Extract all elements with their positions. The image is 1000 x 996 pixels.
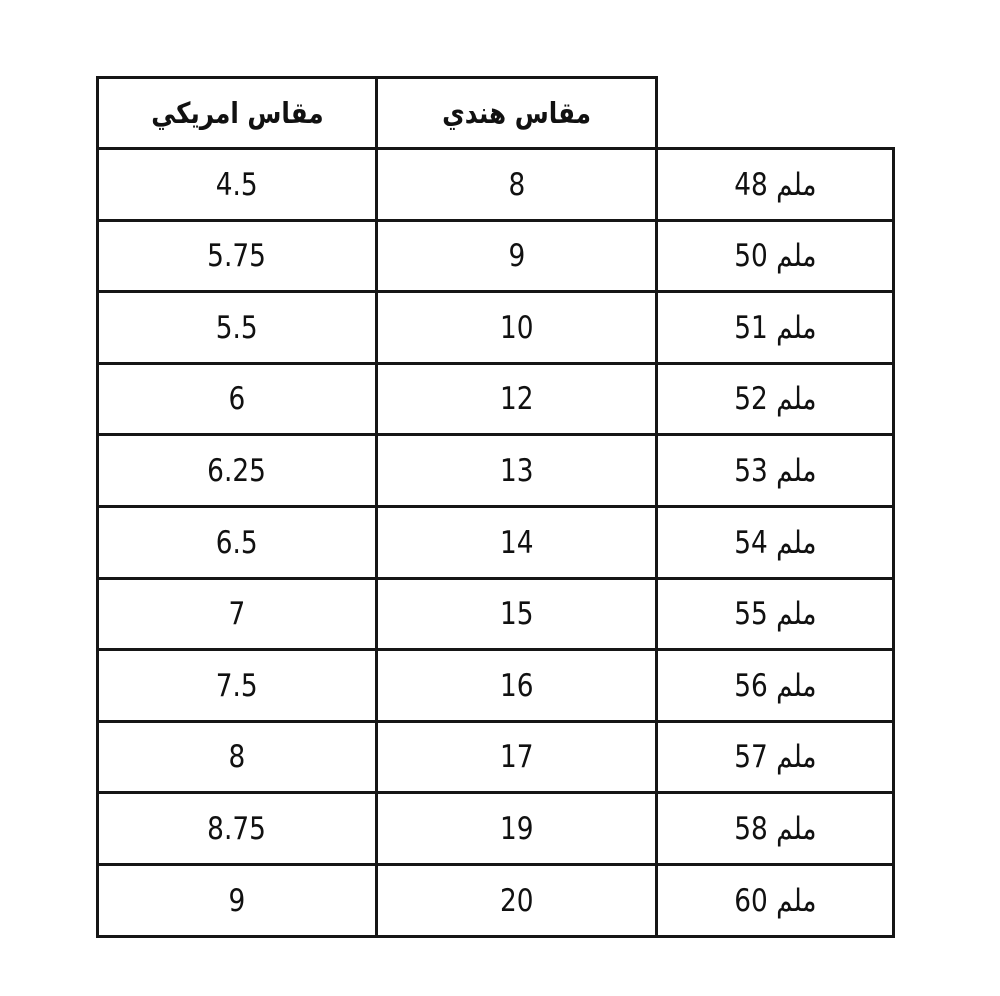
cell-text: ملم 60 [733,882,817,919]
cell-text: ملم 58 [733,810,817,847]
cell-text: 5.5 [216,309,258,346]
cell-indian-size: 16 [375,648,658,723]
cell-text: 15 [499,596,534,632]
cell-mm-size: ملم 52 [655,362,895,436]
cell-indian-size: 19 [375,791,658,866]
cell-text: 6 [228,381,246,417]
cell-text: 12 [499,381,534,417]
cell-text: 13 [499,452,534,489]
cell-mm-size: ملم 50 [655,219,895,293]
cell-us-size: 7.5 [96,648,378,723]
cell-us-size: 9 [96,863,378,938]
cell-text: 19 [499,810,534,847]
cell-indian-size: 17 [375,720,658,794]
cell-indian-size: 12 [375,362,658,436]
cell-us-size: 5.5 [96,290,378,365]
header-indian-size: مقاس هندي [375,76,658,150]
cell-mm-size: ملم 54 [655,505,895,580]
cell-mm-size: ملم 51 [655,290,895,365]
cell-text: ملم 57 [733,739,817,775]
cell-indian-size: 20 [375,863,658,938]
cell-text: 4.5 [216,166,258,203]
cell-indian-size: 15 [375,577,658,651]
cell-text: 9 [228,882,246,919]
cell-text: 8 [508,166,525,203]
cell-us-size: 5.75 [96,219,378,293]
cell-mm-size: ملم 57 [655,720,895,794]
cell-us-size: 8 [96,720,378,794]
cell-text: 20 [499,882,534,919]
header-us-size: مقاس امريكي [96,76,378,150]
cell-text: 10 [499,309,534,346]
cell-text: ملم 54 [733,524,817,561]
cell-text: ملم 50 [733,238,817,274]
cell-us-size: 4.5 [96,147,378,222]
cell-us-size: 7 [96,577,378,651]
cell-indian-size: 8 [375,147,658,222]
cell-indian-size: 10 [375,290,658,365]
cell-mm-size: ملم 60 [655,863,895,938]
cell-mm-size: ملم 48 [655,147,895,222]
cell-text: ملم 52 [733,381,817,417]
cell-text: 7 [228,596,246,632]
cell-text: ملم 48 [733,166,817,203]
cell-text: 5.75 [207,238,267,274]
cell-us-size: 6.25 [96,433,378,508]
cell-text: 9 [508,238,525,274]
cell-text: ملم 53 [733,452,817,489]
cell-mm-size: ملم 56 [655,648,895,723]
cell-text: 7.5 [216,667,258,704]
cell-text: ملم 55 [733,596,817,632]
cell-text: ملم 56 [733,667,817,704]
cell-us-size: 6.5 [96,505,378,580]
cell-us-size: 8.75 [96,791,378,866]
cell-text: ملم 51 [733,309,817,346]
cell-us-size: 6 [96,362,378,436]
cell-text: 8 [228,739,246,775]
cell-mm-size: ملم 53 [655,433,895,508]
cell-indian-size: 13 [375,433,658,508]
cell-text: 14 [499,524,534,561]
cell-indian-size: 14 [375,505,658,580]
cell-indian-size: 9 [375,219,658,293]
cell-mm-size: ملم 58 [655,791,895,866]
cell-text: 6.5 [216,524,258,561]
cell-text: 16 [499,667,534,704]
cell-text: 8.75 [207,810,267,847]
cell-text: 6.25 [207,452,267,489]
cell-mm-size: ملم 55 [655,577,895,651]
cell-text: 17 [499,739,534,775]
